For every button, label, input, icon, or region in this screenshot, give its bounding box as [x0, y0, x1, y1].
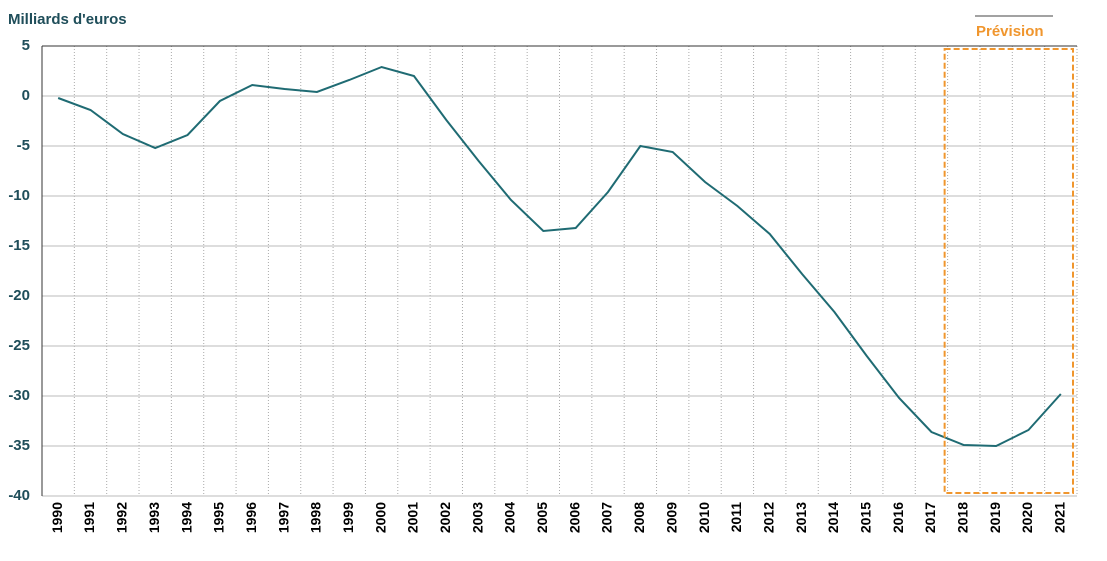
x-tick-label: 2016 — [890, 502, 906, 533]
x-tick-label: 2014 — [825, 502, 841, 533]
y-tick-label: -15 — [8, 237, 30, 254]
y-tick-label: -30 — [8, 387, 30, 404]
x-tick-label: 2015 — [857, 502, 873, 533]
x-tick-label: 2019 — [987, 502, 1003, 533]
x-tick-label: 2001 — [405, 502, 421, 533]
x-tick-label: 1998 — [308, 502, 324, 533]
y-tick-label: -5 — [17, 137, 30, 154]
x-tick-label: 1991 — [81, 502, 97, 533]
y-tick-label: -40 — [8, 487, 30, 504]
x-tick-label: 1993 — [146, 502, 162, 533]
x-tick-label: 2013 — [793, 502, 809, 533]
forecast-label: Prévision — [976, 23, 1044, 40]
x-tick-label: 2005 — [534, 502, 550, 533]
x-tick-label: 2007 — [599, 502, 615, 533]
x-tick-label: 2020 — [1019, 502, 1035, 533]
x-tick-label: 2021 — [1052, 502, 1068, 533]
x-tick-label: 1995 — [211, 502, 227, 533]
y-tick-label: -10 — [8, 187, 30, 204]
y-tick-label: -25 — [8, 337, 30, 354]
data-line — [57, 65, 1062, 448]
x-tick-label: 2011 — [728, 502, 744, 533]
x-tick-label: 1990 — [49, 502, 65, 533]
x-tick-label: 2018 — [955, 502, 971, 533]
x-tick-label: 1996 — [243, 502, 259, 533]
x-tick-label: 2004 — [502, 502, 518, 533]
x-tick-label: 1992 — [114, 502, 130, 533]
x-tick-label: 2009 — [663, 502, 679, 533]
x-tick-label: 2002 — [437, 502, 453, 533]
y-tick-label: -35 — [8, 437, 30, 454]
forecast-box — [943, 48, 1074, 494]
x-tick-label: 1999 — [340, 502, 356, 533]
y-tick-label: -20 — [8, 287, 30, 304]
x-tick-label: 2006 — [566, 502, 582, 533]
x-tick-label: 2017 — [922, 502, 938, 533]
x-tick-label: 2010 — [696, 502, 712, 533]
x-tick-label: 2000 — [372, 502, 388, 533]
x-tick-label: 1994 — [178, 502, 194, 533]
x-tick-label: 2012 — [760, 502, 776, 533]
x-tick-label: 2008 — [631, 502, 647, 533]
x-tick-label: 1997 — [275, 502, 291, 533]
y-tick-label: 0 — [22, 87, 30, 104]
chart-title: Milliards d'euros — [8, 11, 127, 28]
y-tick-label: 5 — [22, 37, 30, 54]
x-tick-label: 2003 — [469, 502, 485, 533]
